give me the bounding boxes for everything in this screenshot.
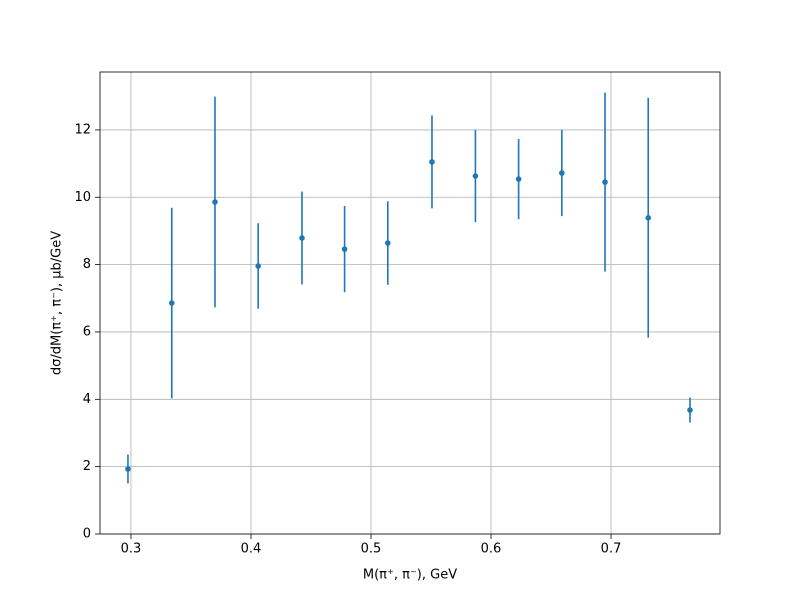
data-point [687, 407, 693, 413]
data-point [645, 215, 652, 221]
data-point [299, 235, 305, 241]
data-point [125, 466, 131, 472]
x-tick-label: 0.3 [121, 542, 142, 557]
data-point [341, 246, 348, 252]
x-tick-label: 0.7 [601, 542, 622, 557]
data-point [602, 179, 608, 185]
plot-frame [99, 71, 721, 535]
data-point [255, 263, 261, 269]
data-point [429, 159, 435, 165]
x-tick-label: 0.6 [481, 542, 502, 557]
y-tick-label: 2 [83, 459, 91, 474]
y-tick-label: 12 [74, 122, 91, 137]
data-point [515, 176, 522, 182]
y-tick-label: 8 [83, 257, 91, 272]
data-point [168, 300, 175, 306]
y-tick-label: 4 [83, 392, 91, 407]
data-point [384, 240, 391, 246]
y-tick-label: 6 [83, 324, 91, 339]
data-point [212, 199, 218, 205]
y-axis-label: dσ/dM(π⁺, π⁻), μb/GeV [50, 231, 65, 375]
x-axis-label: M(π⁺, π⁻), GeV [363, 568, 457, 583]
y-tick-label: 10 [74, 190, 91, 205]
x-tick-label: 0.5 [361, 542, 382, 557]
x-tick-label: 0.4 [241, 542, 262, 557]
data-point [472, 173, 479, 179]
y-tick-label: 0 [83, 527, 91, 542]
data-point [559, 170, 565, 176]
